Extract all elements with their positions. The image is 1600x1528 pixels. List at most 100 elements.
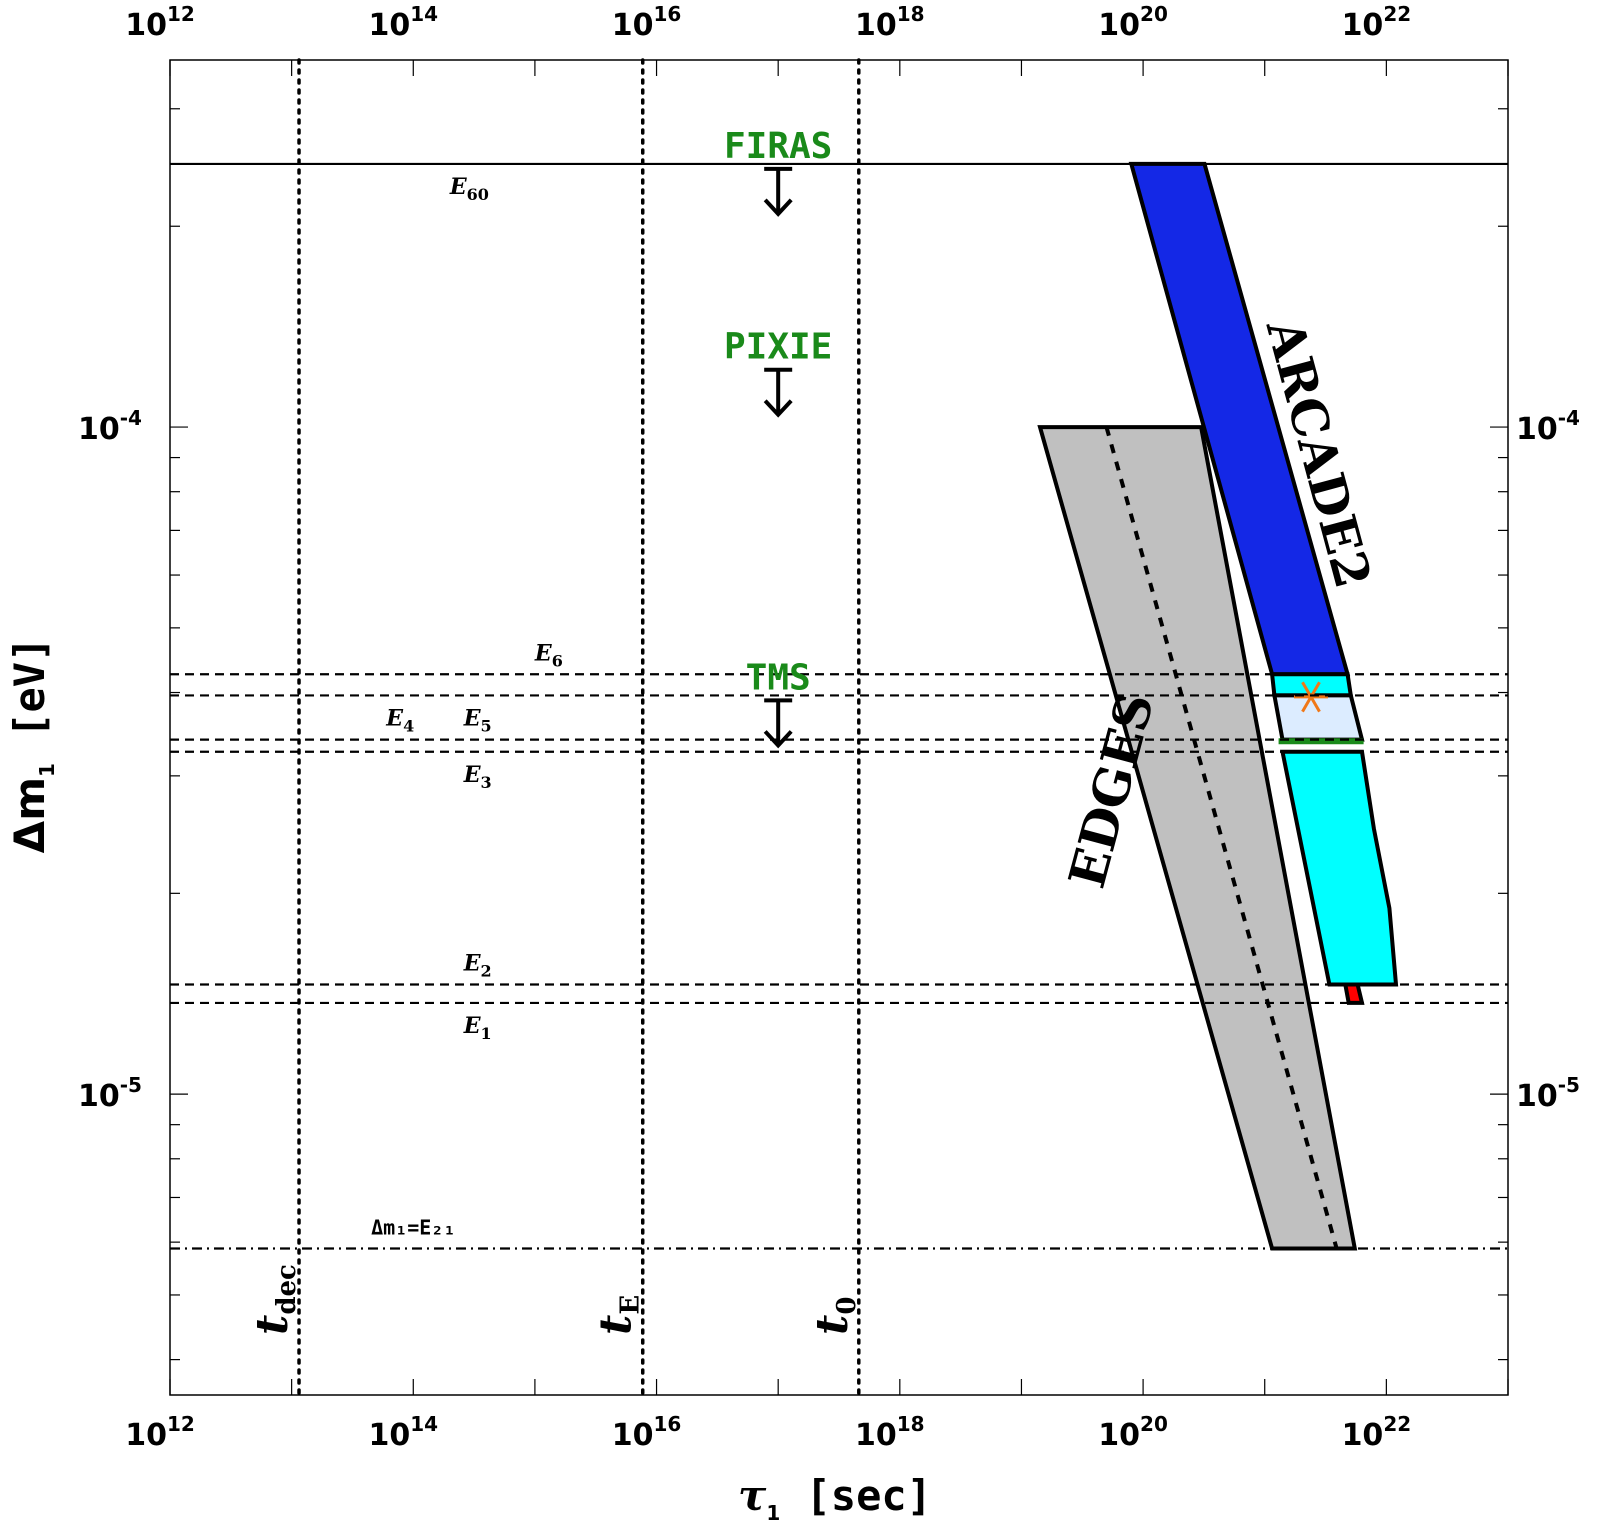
tick-base: 10: [612, 1418, 654, 1453]
regions-layer: [1037, 161, 1399, 1251]
region-edges-center-line: [1104, 426, 1339, 1250]
region-band-2: [1269, 672, 1354, 698]
region-band-3: [1272, 693, 1365, 742]
tick-base: 10: [78, 1079, 120, 1114]
x-tick-label-3: 1018: [855, 1412, 925, 1453]
tick-base: 10: [125, 8, 167, 43]
hline-label-sub: 1: [481, 1024, 492, 1043]
x-axis-title-unit: [sec]: [780, 1471, 932, 1520]
tick-exp: 18: [897, 1412, 925, 1436]
tick-exp: -5: [120, 1073, 142, 1097]
vline-label-sub: E: [616, 1295, 646, 1315]
tick-base: 10: [1342, 1418, 1384, 1453]
hline-label-sub: 6: [552, 651, 563, 670]
tick-base: 10: [1516, 412, 1558, 447]
limit-arrow-firas: [763, 166, 793, 217]
tick-exp: -4: [1558, 406, 1580, 430]
vline-label-2: t0: [807, 1297, 862, 1335]
region-band-5: [1342, 982, 1365, 1005]
tick-base: 10: [1098, 1418, 1140, 1453]
hline-label-7: Δm₁=E₂₁: [371, 1215, 455, 1239]
y-right-tick-label-1: 10-5: [1516, 1073, 1580, 1114]
tick-exp: 14: [410, 1412, 438, 1436]
y-axis-title: Δm1 [eV]: [5, 637, 59, 854]
hline-label-sub: 60: [467, 185, 489, 204]
tick-exp: 16: [653, 1412, 681, 1436]
hline-label-1: E6: [534, 640, 563, 670]
x-top-tick-label-2: 1016: [612, 2, 682, 43]
limit-arrow-pixie: [763, 367, 793, 418]
tick-exp: 14: [410, 2, 438, 26]
x-axis-title-symbol: τ: [738, 1471, 767, 1520]
x-tick-label-2: 1016: [612, 1412, 682, 1453]
hline-label-main: E: [463, 762, 482, 788]
tick-base: 10: [1516, 1079, 1558, 1114]
tick-exp: -4: [120, 406, 142, 430]
hline-label-4: E3: [463, 762, 492, 792]
y-right-tick-label-0: 10-4: [1516, 406, 1580, 447]
hline-label-main: E: [534, 640, 553, 666]
tick-exp: 22: [1383, 2, 1411, 26]
hline-label-6: E1: [463, 1013, 492, 1043]
hline-label-5: E2: [463, 951, 492, 981]
tick-base: 10: [1342, 8, 1384, 43]
tick-base: 10: [1098, 8, 1140, 43]
x-top-tick-label-3: 1018: [855, 2, 925, 43]
y-axis-title-sub: 1: [35, 763, 59, 777]
vline-label-sub: 0: [832, 1297, 862, 1315]
x-tick-label-0: 1012: [125, 1412, 195, 1453]
vline-label-1: tE: [591, 1295, 646, 1335]
limit-arrow-tms: [763, 698, 793, 749]
tick-exp: 20: [1140, 1412, 1168, 1436]
region-edges: [1037, 425, 1358, 1251]
x-axis-title: τ1 [sec]: [738, 1471, 932, 1525]
tick-exp: -5: [1558, 1073, 1580, 1097]
vline-label-main: t: [247, 1315, 298, 1335]
tick-base: 10: [368, 8, 410, 43]
hline-label-0: E60: [449, 174, 489, 204]
y-axis-title-symbol: Δm: [5, 777, 54, 853]
x-tick-label-1: 1014: [368, 1412, 438, 1453]
hline-label-main: E: [463, 705, 482, 731]
tick-base: 10: [125, 1418, 167, 1453]
hline-label-main: E: [463, 1013, 482, 1039]
hline-label-sub: 5: [481, 716, 492, 735]
frame-layer: 1012101210141014101610161018101810201020…: [78, 2, 1580, 1453]
tick-base: 10: [855, 1418, 897, 1453]
tick-base: 10: [368, 1418, 410, 1453]
x-top-tick-label-0: 1012: [125, 2, 195, 43]
vline-label-0: tdec: [247, 1264, 302, 1335]
x-top-tick-label-1: 1014: [368, 2, 438, 43]
vline-label-main: t: [591, 1315, 642, 1335]
limit-label-pixie: PIXIE: [724, 327, 832, 368]
x-tick-label-5: 1022: [1342, 1412, 1412, 1453]
hline-label-sub: 3: [481, 773, 492, 792]
hline-label-main: E: [449, 174, 468, 200]
tick-base: 10: [612, 8, 654, 43]
hline-label-2: E5: [463, 705, 492, 735]
y-tick-label-1: 10-5: [78, 1073, 142, 1114]
hline-label-3: E4: [385, 706, 414, 736]
vline-label-main: t: [807, 1315, 858, 1335]
hline-label-main: E: [385, 706, 404, 732]
x-top-tick-label-4: 1020: [1098, 2, 1168, 43]
limit-label-tms: TMS: [746, 657, 811, 698]
y-axis-title-unit: [eV]: [5, 637, 54, 763]
limit-label-firas: FIRAS: [724, 126, 832, 167]
tick-base: 10: [855, 8, 897, 43]
y-tick-label-0: 10-4: [78, 406, 142, 447]
tick-exp: 12: [167, 1412, 195, 1436]
tick-exp: 12: [167, 2, 195, 26]
marker-star: [1293, 681, 1329, 713]
lines-layer: [170, 58, 1508, 1397]
tick-exp: 18: [897, 2, 925, 26]
hline-label-sub: 2: [481, 962, 492, 981]
x-tick-label-4: 1020: [1098, 1412, 1168, 1453]
tick-exp: 22: [1383, 1412, 1411, 1436]
hline-label-main: E: [463, 951, 482, 977]
tick-exp: 20: [1140, 2, 1168, 26]
vline-label-sub: dec: [272, 1264, 302, 1315]
hline-label-sub: 4: [403, 717, 414, 736]
tick-exp: 16: [653, 2, 681, 26]
